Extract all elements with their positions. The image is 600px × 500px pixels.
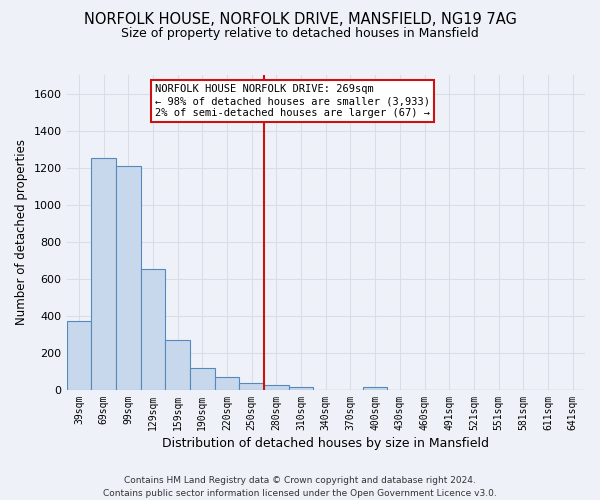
Bar [116,166,140,390]
Bar [363,388,388,390]
Y-axis label: Number of detached properties: Number of detached properties [15,140,28,326]
Text: NORFOLK HOUSE NORFOLK DRIVE: 269sqm
← 98% of detached houses are smaller (3,933): NORFOLK HOUSE NORFOLK DRIVE: 269sqm ← 98… [155,84,430,117]
Bar [140,268,165,390]
Bar [91,158,116,390]
Text: Size of property relative to detached houses in Mansfield: Size of property relative to detached ho… [121,28,479,40]
Bar [215,377,239,390]
Text: NORFOLK HOUSE, NORFOLK DRIVE, MANSFIELD, NG19 7AG: NORFOLK HOUSE, NORFOLK DRIVE, MANSFIELD,… [83,12,517,28]
Bar [264,385,289,390]
Text: Contains HM Land Registry data © Crown copyright and database right 2024.
Contai: Contains HM Land Registry data © Crown c… [103,476,497,498]
Bar [67,322,91,390]
Bar [239,384,264,390]
X-axis label: Distribution of detached houses by size in Mansfield: Distribution of detached houses by size … [162,437,489,450]
Bar [289,386,313,390]
Bar [165,340,190,390]
Bar [190,368,215,390]
